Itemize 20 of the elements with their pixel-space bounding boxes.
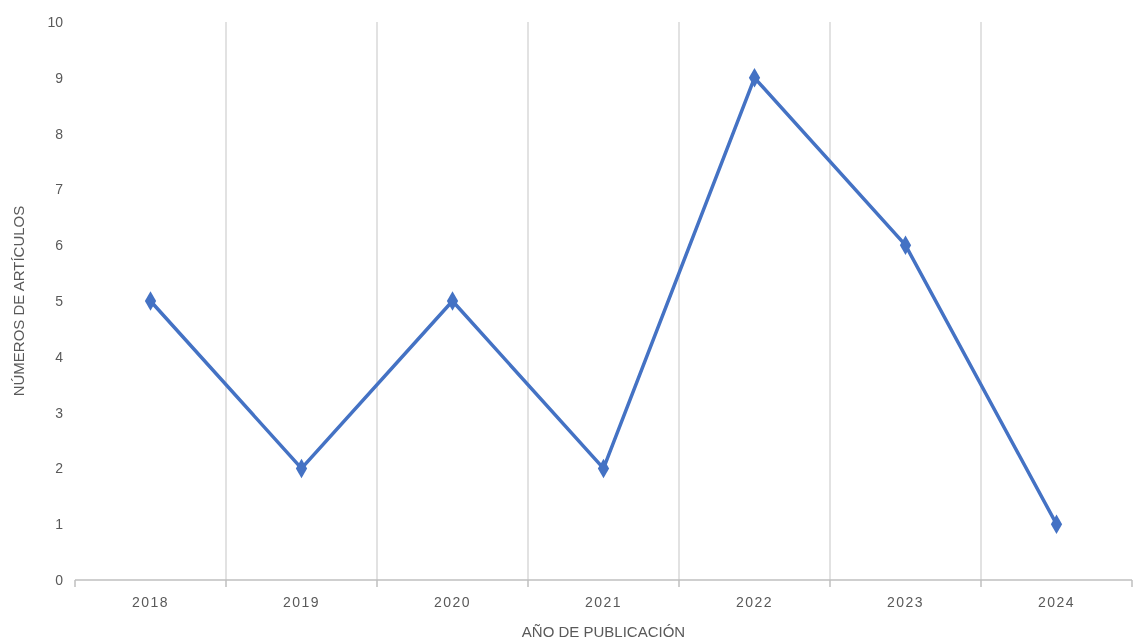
x-tick-label: 2021 (584, 594, 623, 610)
y-tick-label: 3 (55, 404, 64, 421)
x-axis-title: AÑO DE PUBLICACIÓN (521, 623, 686, 640)
y-tick-label: 6 (55, 237, 64, 254)
y-axis-title: NÚMEROS DE ARTÍCULOS (10, 205, 27, 397)
x-tick-label: 2020 (433, 594, 472, 610)
y-tick-label: 0 (55, 571, 64, 588)
x-tick-label: 2018 (131, 594, 170, 610)
y-tick-label: 8 (55, 125, 64, 142)
x-tick-label: 2023 (886, 594, 925, 610)
y-tick-label: 9 (55, 69, 64, 86)
x-tick-label: 2019 (282, 594, 321, 610)
y-tick-label: 5 (55, 292, 64, 309)
x-tick-label: 2022 (735, 594, 774, 610)
x-tick-label: 2024 (1037, 594, 1076, 610)
y-tick-label: 1 (55, 516, 64, 533)
y-tick-label: 7 (55, 181, 64, 198)
y-tick-label: 4 (55, 348, 64, 365)
y-tick-label: 2 (55, 460, 64, 477)
y-tick-label: 10 (47, 13, 64, 30)
